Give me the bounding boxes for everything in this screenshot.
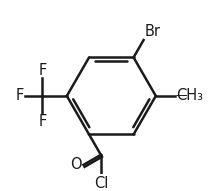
Text: F: F [38, 63, 47, 78]
Text: O: O [70, 157, 81, 172]
Text: —: — [176, 89, 188, 102]
Text: Cl: Cl [94, 176, 108, 191]
Text: Br: Br [144, 24, 160, 39]
Text: F: F [38, 114, 47, 129]
Text: CH₃: CH₃ [176, 88, 203, 104]
Text: F: F [16, 88, 24, 104]
